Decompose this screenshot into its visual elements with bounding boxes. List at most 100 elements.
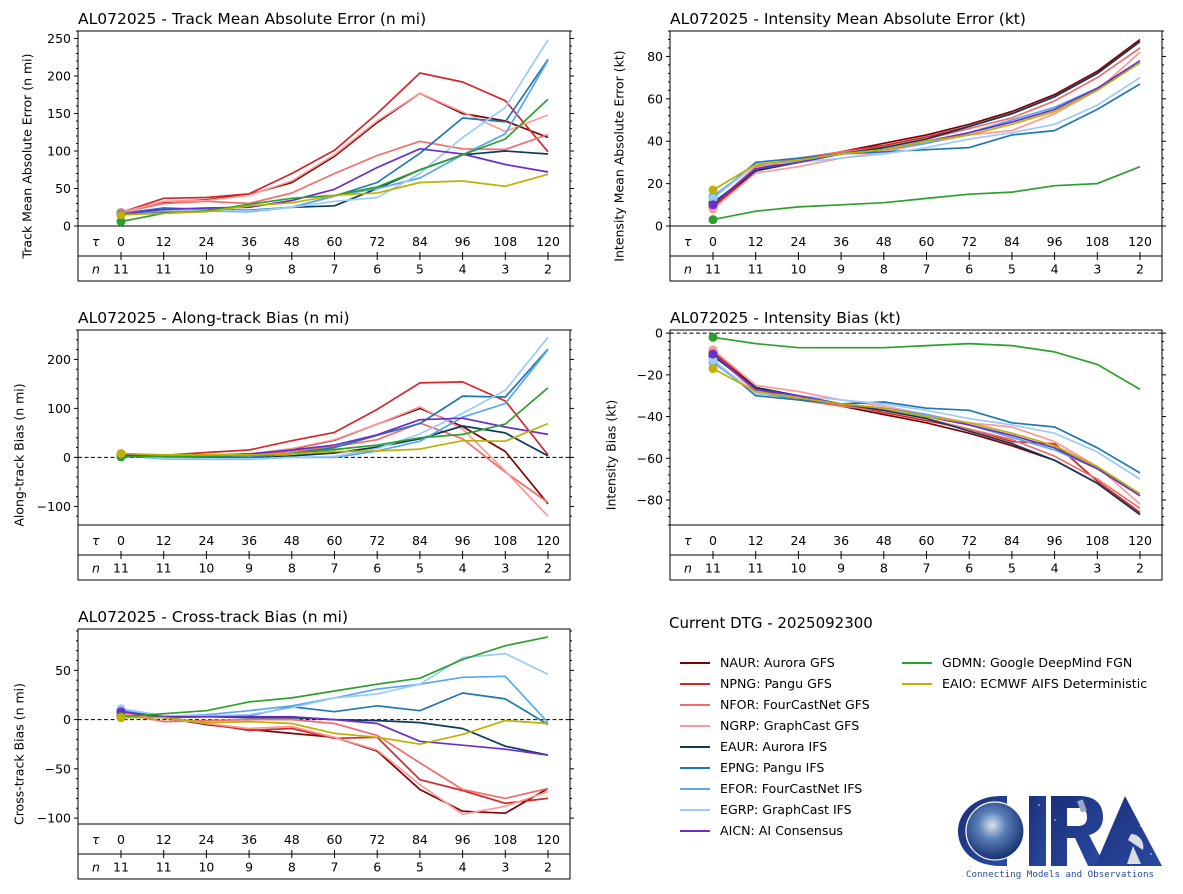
legend-label: NAUR: Aurora GFS xyxy=(720,655,835,670)
series-marker-aicn xyxy=(708,349,718,359)
n-axis-frame xyxy=(77,255,571,282)
tau-tick-label: 120 xyxy=(536,832,560,847)
series-line-naur xyxy=(120,713,549,815)
series-line-eaio xyxy=(712,62,1141,191)
legend-swatch xyxy=(680,724,710,727)
chart-title: AL072025 - Along-track Bias (n mi) xyxy=(78,309,350,327)
tau-tick-label: 84 xyxy=(412,832,428,847)
tau-tick-label: 48 xyxy=(284,234,300,249)
tau-tick-label: 108 xyxy=(493,533,517,548)
legend-label: NGRP: GraphCast GFS xyxy=(720,718,860,733)
n-tick-label: 8 xyxy=(288,561,296,576)
series-line-nfor xyxy=(712,47,1141,206)
n-tick-label: 5 xyxy=(1008,262,1016,277)
series-group xyxy=(120,39,549,223)
y-tick-label: −20 xyxy=(637,367,663,382)
legend-item-eaio: EAIO: ECMWF AIFS Deterministic xyxy=(891,673,1147,694)
n-tick-label: 4 xyxy=(1051,262,1059,277)
series-line-egrp xyxy=(120,39,549,215)
y-tick-label: 200 xyxy=(47,69,71,84)
legend-column-1: NAUR: Aurora GFS NPNG: Pangu GFS NFOR: Fou… xyxy=(669,652,870,841)
tau-tick-label: 24 xyxy=(790,533,806,548)
series-line-naur xyxy=(712,38,1141,208)
y-tick-label: 200 xyxy=(47,352,71,367)
logo-letter-i xyxy=(1029,796,1046,866)
legend-swatch xyxy=(680,703,710,706)
tau-tick-label: 84 xyxy=(412,234,428,249)
series-line-egrp xyxy=(712,359,1141,480)
tau-tick-label: 0 xyxy=(709,234,717,249)
series-group xyxy=(712,336,1141,516)
n-axis-label: n xyxy=(684,262,692,277)
n-tick-label: 6 xyxy=(965,561,973,576)
n-tick-label: 3 xyxy=(501,860,509,875)
tau-tick-label: 24 xyxy=(198,533,214,548)
n-tick-label: 11 xyxy=(156,860,172,875)
y-tick-label: 60 xyxy=(647,91,663,106)
tau-axis-label: τ xyxy=(684,234,692,249)
tau-tick-label: 72 xyxy=(961,234,977,249)
n-tick-label: 11 xyxy=(705,561,721,576)
plot-frame xyxy=(669,30,1163,227)
n-tick-label: 2 xyxy=(544,262,552,277)
tau-tick-label: 120 xyxy=(1128,533,1152,548)
series-line-gdmn xyxy=(120,636,549,718)
series-marker-gdmn xyxy=(708,332,718,342)
series-line-nfor xyxy=(712,353,1141,510)
n-axis-frame xyxy=(669,255,1163,282)
n-tick-label: 5 xyxy=(416,262,424,277)
series-line-nfor xyxy=(120,712,549,800)
tau-tick-label: 96 xyxy=(455,533,471,548)
cira-logo: Connecting Models and Observations xyxy=(955,790,1165,880)
n-tick-label: 2 xyxy=(544,860,552,875)
tau-tick-label: 60 xyxy=(919,533,935,548)
series-line-nfor xyxy=(120,422,549,504)
n-tick-label: 7 xyxy=(923,262,931,277)
y-axis-label: Intensity Mean Absolute Error (kt) xyxy=(612,50,627,261)
logo-letter-a xyxy=(1095,796,1162,866)
n-tick-label: 11 xyxy=(156,561,172,576)
y-tick-label: −100 xyxy=(37,811,71,826)
n-tick-label: 5 xyxy=(416,561,424,576)
n-tick-label: 11 xyxy=(113,860,129,875)
chart-cross: AL072025 - Cross-track Bias (n mi) Cross-… xyxy=(12,608,574,880)
n-tick-label: 10 xyxy=(198,860,214,875)
n-axis-label: n xyxy=(92,561,100,576)
series-line-efor xyxy=(120,349,549,461)
tau-tick-label: 96 xyxy=(455,234,471,249)
series-line-egrp xyxy=(120,336,549,460)
legend-item-gdmn: GDMN: Google DeepMind FGN xyxy=(891,652,1147,673)
n-tick-label: 6 xyxy=(373,561,381,576)
n-tick-label: 8 xyxy=(288,262,296,277)
tau-tick-label: 0 xyxy=(709,533,717,548)
legend: Current DTG - 2025092300 NAUR: Aurora GF… xyxy=(669,612,1179,882)
n-tick-label: 10 xyxy=(790,561,806,576)
tau-tick-label: 120 xyxy=(536,533,560,548)
y-axis-label: Along-track Bias (n mi) xyxy=(12,383,27,526)
n-tick-label: 6 xyxy=(373,860,381,875)
n-tick-label: 9 xyxy=(245,262,253,277)
tau-tick-label: 96 xyxy=(455,832,471,847)
tau-axis-label: τ xyxy=(92,234,100,249)
legend-item-egrp: EGRP: GraphCast IFS xyxy=(669,799,870,820)
n-tick-label: 11 xyxy=(748,561,764,576)
series-line-eaur xyxy=(712,355,1141,516)
series-line-epng xyxy=(120,59,549,215)
n-tick-label: 9 xyxy=(245,860,253,875)
n-tick-label: 3 xyxy=(501,262,509,277)
legend-swatch xyxy=(680,766,710,769)
series-line-eaio xyxy=(120,422,549,456)
series-line-aicn xyxy=(120,710,549,756)
n-tick-label: 4 xyxy=(459,262,467,277)
n-axis-frame xyxy=(669,554,1163,581)
n-tick-label: 7 xyxy=(331,262,339,277)
legend-swatch xyxy=(680,745,710,748)
series-line-egrp xyxy=(120,652,549,717)
y-axis-label: Cross-track Bias (n mi) xyxy=(12,683,27,825)
n-tick-label: 8 xyxy=(288,860,296,875)
tau-tick-label: 48 xyxy=(284,533,300,548)
tau-tick-label: 108 xyxy=(493,832,517,847)
chart-title: AL072025 - Intensity Bias (kt) xyxy=(670,309,901,327)
tau-tick-label: 96 xyxy=(1047,533,1063,548)
series-line-gdmn xyxy=(120,387,549,458)
